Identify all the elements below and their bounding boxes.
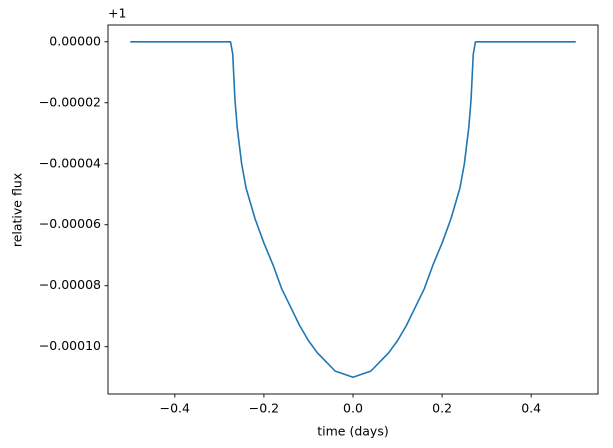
x-tick-label: 0.4 <box>521 401 541 416</box>
y-tick-label: −0.00006 <box>39 216 101 231</box>
x-tick-label: −0.2 <box>249 401 279 416</box>
y-tick-label: 0.00000 <box>49 33 101 48</box>
y-axis-label: relative flux <box>10 173 25 247</box>
x-tick-label: −0.4 <box>160 401 190 416</box>
line-series <box>130 40 576 379</box>
y-tick-label: −0.00008 <box>39 277 101 292</box>
x-axis-label: time (days) <box>317 424 388 439</box>
x-tick-label: 0.0 <box>343 401 363 416</box>
plot-frame <box>107 24 599 395</box>
y-tick-label: −0.00004 <box>39 155 101 170</box>
x-tick-label: 0.2 <box>432 401 452 416</box>
y-offset-label: +1 <box>108 6 126 21</box>
y-tick-label: −0.00002 <box>39 94 101 109</box>
y-tick-label: −0.00010 <box>39 338 101 353</box>
